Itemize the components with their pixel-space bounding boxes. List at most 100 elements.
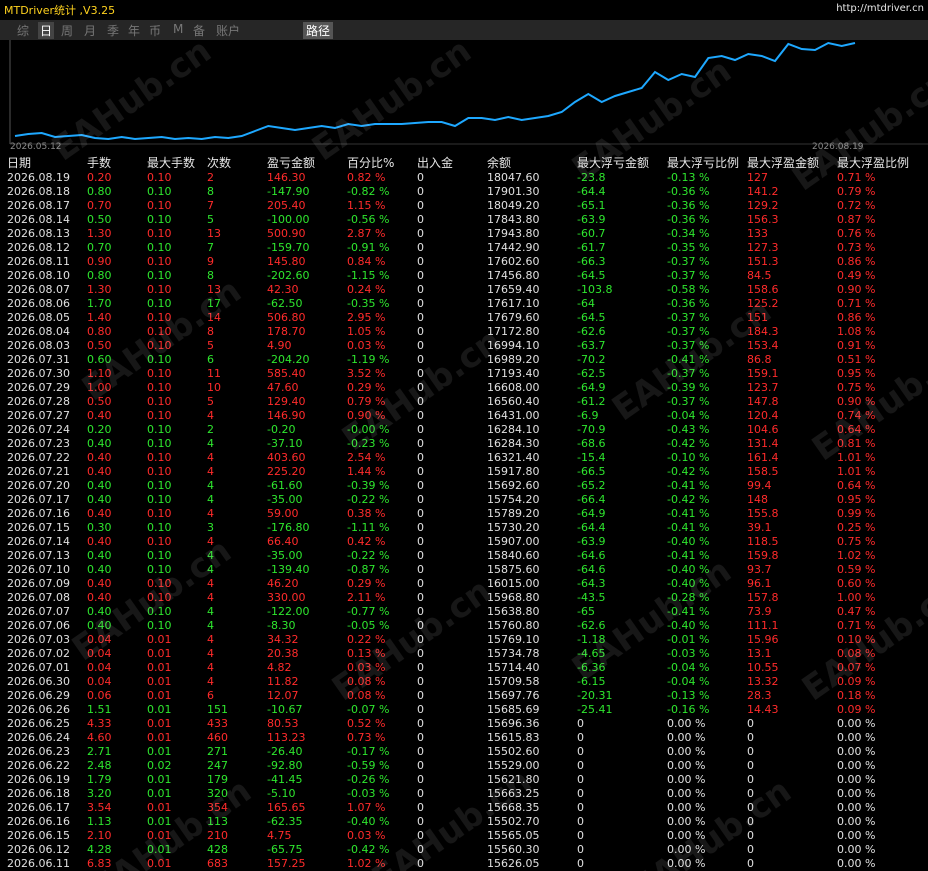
table-cell: 2026.07.13 — [7, 549, 70, 562]
table-cell: -0.20 — [267, 423, 296, 436]
table-cell: 2.11 % — [347, 591, 386, 604]
table-cell: 0.95 % — [837, 367, 876, 380]
table-cell: 2026.07.06 — [7, 619, 70, 632]
tab[interactable]: 季 — [107, 24, 120, 38]
site-url[interactable]: http://mtdriver.cn — [836, 3, 924, 14]
table-cell: 1.01 % — [837, 451, 876, 464]
table-cell: -64 — [577, 297, 595, 310]
table-cell: 0 — [417, 465, 424, 478]
table-cell: -159.70 — [267, 241, 310, 254]
table-cell: 157.8 — [747, 591, 779, 604]
table-cell: 0.29 % — [347, 577, 386, 590]
table-cell: 0 — [747, 843, 754, 856]
table-cell: 0.00 % — [837, 759, 876, 772]
table-cell: 0.02 — [147, 759, 172, 772]
table-cell: -0.40 % — [667, 577, 710, 590]
table-cell: 2026.08.11 — [7, 255, 70, 268]
table-cell: 15769.10 — [487, 633, 540, 646]
table-cell: 2026.07.22 — [7, 451, 70, 464]
table-cell: 0.51 % — [837, 353, 876, 366]
table-cell: 0.01 — [147, 703, 172, 716]
table-cell: 0.71 % — [837, 619, 876, 632]
tab[interactable]: 月 — [84, 24, 97, 38]
table-cell: 0.40 — [87, 479, 112, 492]
table-cell: 0.00 % — [667, 731, 706, 744]
table-cell: 0.50 — [87, 339, 112, 352]
table-cell: 4 — [207, 647, 214, 660]
table-cell: 2026.06.24 — [7, 731, 70, 744]
table-cell: 0 — [417, 283, 424, 296]
table-cell: 1.70 — [87, 297, 112, 310]
table-cell: 13.32 — [747, 675, 779, 688]
table-cell: -41.45 — [267, 773, 303, 786]
table-cell: 0.00 % — [837, 731, 876, 744]
table-cell: 2026.08.13 — [7, 227, 70, 240]
table-cell: 0 — [417, 773, 424, 786]
table-cell: 17442.90 — [487, 241, 540, 254]
table-cell: -43.5 — [577, 591, 606, 604]
table-cell: -0.36 % — [667, 185, 710, 198]
table-cell: 0 — [417, 199, 424, 212]
table-cell: 0.38 % — [347, 507, 386, 520]
tab[interactable]: 综 — [17, 24, 30, 38]
table-cell: -0.42 % — [347, 843, 390, 856]
table-cell: 15714.40 — [487, 661, 540, 674]
table-cell: 14 — [207, 311, 221, 324]
table-cell: 0.73 % — [837, 241, 876, 254]
table-cell: 3.20 — [87, 787, 112, 800]
table-cell: 0 — [417, 549, 424, 562]
table-cell: -64.4 — [577, 521, 606, 534]
table-cell: -0.40 % — [347, 815, 390, 828]
table-cell: -61.60 — [267, 479, 303, 492]
tab[interactable]: M — [173, 22, 184, 36]
table-cell: 2.71 — [87, 745, 112, 758]
tab[interactable]: 备 — [193, 24, 206, 38]
table-cell: 4 — [207, 675, 214, 688]
tab[interactable]: 日 — [38, 22, 55, 39]
table-cell: -0.03 % — [347, 787, 390, 800]
table-cell: 0 — [417, 493, 424, 506]
tab[interactable]: 年 — [128, 24, 141, 38]
tab[interactable]: 账户 — [216, 24, 241, 38]
table-cell: 2026.07.01 — [7, 661, 70, 674]
table-cell: 2026.06.15 — [7, 829, 70, 842]
table-cell: 0 — [417, 311, 424, 324]
column-header: 手数 — [87, 156, 112, 170]
path-button[interactable]: 路径 — [303, 22, 334, 39]
tab[interactable]: 周 — [61, 24, 74, 38]
table-cell: 4 — [207, 535, 214, 548]
table-cell: 0.01 — [147, 675, 172, 688]
table-cell: -0.22 % — [347, 493, 390, 506]
table-cell: 0.10 — [147, 185, 172, 198]
table-cell: 0.10 — [147, 297, 172, 310]
table-cell: 0.00 % — [667, 857, 706, 870]
table-cell: 0.95 % — [837, 493, 876, 506]
column-header: 日期 — [7, 156, 32, 170]
table-cell: 15968.80 — [487, 591, 540, 604]
table-cell: 0.10 — [147, 577, 172, 590]
table-cell: 0.81 % — [837, 437, 876, 450]
table-cell: 4 — [207, 493, 214, 506]
table-cell: -60.7 — [577, 227, 606, 240]
table-cell: 0.40 — [87, 409, 112, 422]
table-cell: 2026.08.10 — [7, 269, 70, 282]
table-cell: 15730.20 — [487, 521, 540, 534]
table-cell: 0.00 % — [837, 773, 876, 786]
table-cell: 2026.08.05 — [7, 311, 70, 324]
table-cell: 0.10 — [147, 171, 172, 184]
table-cell: 506.80 — [267, 311, 306, 324]
table-cell: 16284.10 — [487, 423, 540, 436]
table-cell: 0.10 % — [837, 633, 876, 646]
table-cell: -0.36 % — [667, 297, 710, 310]
table-cell: 157.25 — [267, 857, 306, 870]
table-cell: -62.6 — [577, 325, 606, 338]
table-cell: 15560.30 — [487, 843, 540, 856]
table-cell: 7 — [207, 241, 214, 254]
chart-bg — [0, 40, 928, 152]
table-cell: 0.40 — [87, 591, 112, 604]
table-cell: 0.04 — [87, 675, 112, 688]
table-cell: 1.79 — [87, 773, 112, 786]
tab[interactable]: 币 — [149, 24, 162, 38]
table-cell: 0 — [417, 437, 424, 450]
